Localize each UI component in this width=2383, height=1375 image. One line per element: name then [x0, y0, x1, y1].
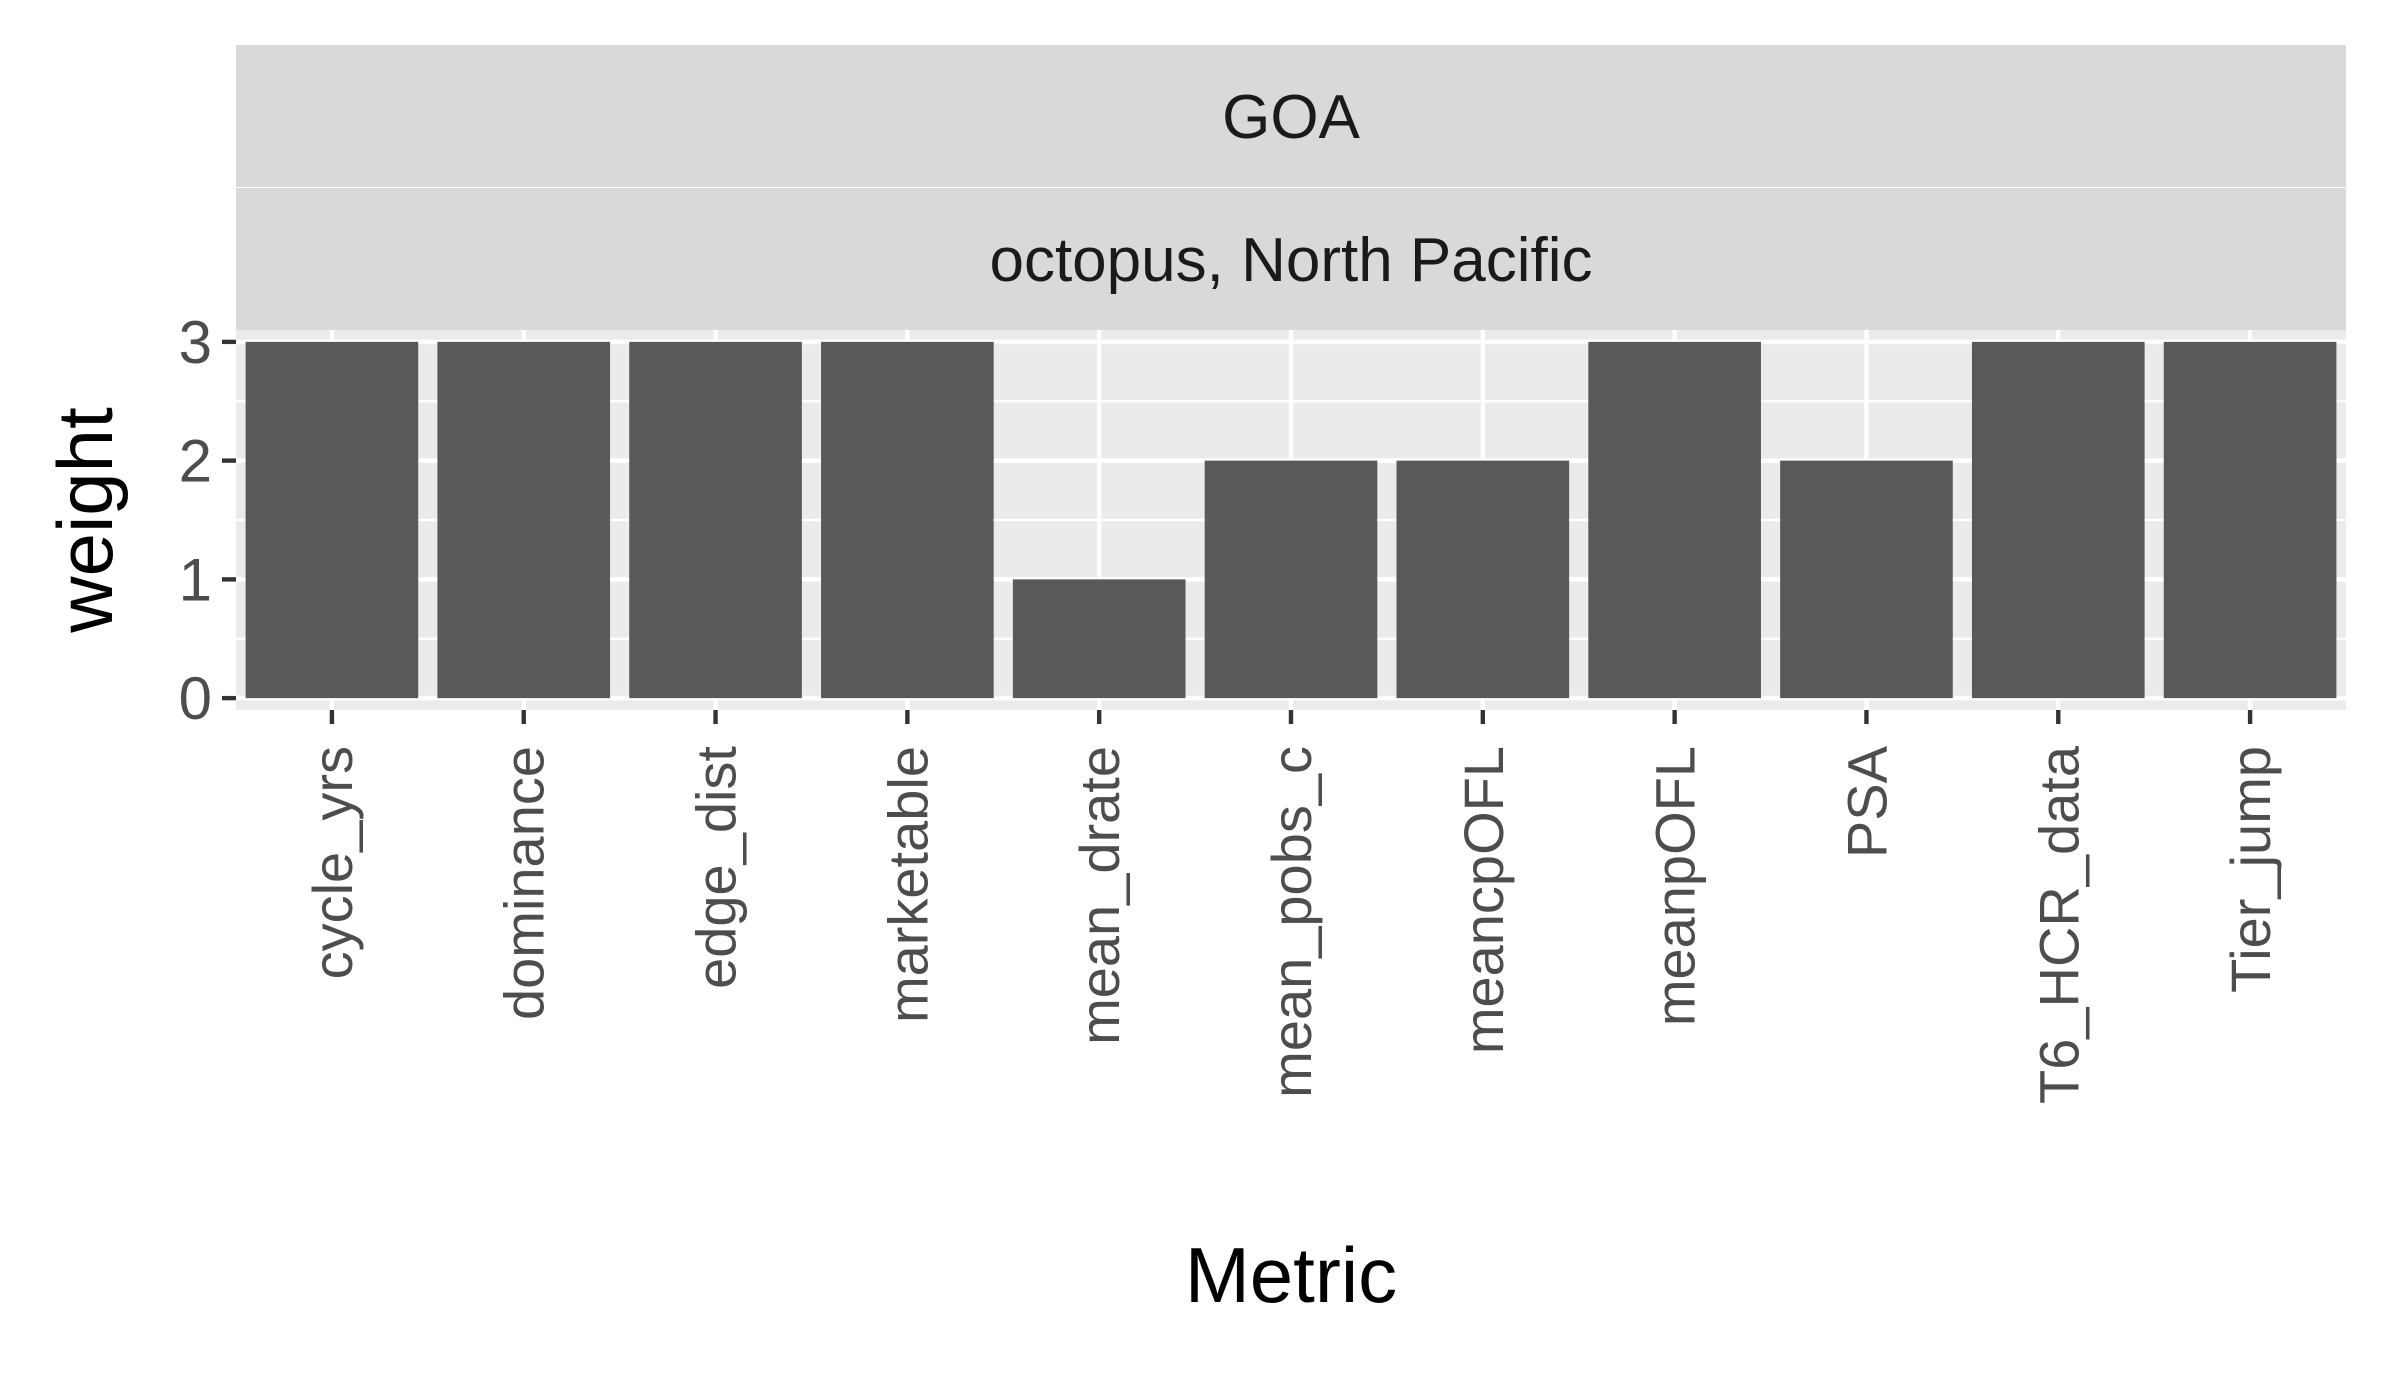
x-axis-title: Metric [1185, 1231, 1397, 1319]
bar-mean_pobs_c [1204, 460, 1378, 699]
x-tick-label: cycle_yrs [301, 746, 364, 979]
x-tick-label: marketable [876, 746, 939, 1023]
bars [245, 341, 2337, 699]
x-tick-label: Tier_jump [2219, 746, 2282, 993]
bar-edge_dist [629, 341, 802, 699]
x-tick-label: meanpOFL [1644, 746, 1707, 1026]
bar-marketable [821, 341, 994, 699]
x-tick-label: meancpOFL [1452, 746, 1515, 1054]
y-tick-label: 0 [179, 665, 212, 732]
facet-strip-label: GOA [1222, 83, 1360, 152]
y-tick-label: 1 [179, 546, 212, 613]
x-tick-label: T6_HCR_data [2027, 745, 2090, 1104]
x-tick-label: dominance [493, 746, 556, 1020]
bar-PSA [1780, 460, 1953, 699]
x-tick-label: mean_drate [1068, 746, 1131, 1045]
bar-meancpOFL [1396, 460, 1570, 699]
y-tick-label: 3 [179, 309, 212, 376]
facet-strips: GOA octopus, North Pacific [236, 45, 2346, 330]
bar-mean_drate [1012, 579, 1186, 699]
bar-meanpOFL [1588, 341, 1761, 699]
y-axis-title: weight [41, 407, 129, 634]
bar-T6_HCR_data [1971, 341, 2145, 699]
y-tick-label: 2 [179, 428, 212, 495]
bar-cycle_yrs [245, 341, 419, 699]
y-axis: 0 1 2 3 [179, 309, 236, 732]
x-tick-label: PSA [1835, 745, 1898, 858]
x-tick-label: edge_dist [685, 746, 748, 989]
x-tick-label: mean_pobs_c [1260, 746, 1323, 1098]
x-axis: cycle_yrs dominance edge_dist marketable mea… [301, 710, 2282, 1104]
facet-strip-1 [236, 188, 2346, 330]
facet-strip-label: octopus, North Pacific [989, 226, 1592, 295]
facet-strip-0 [236, 45, 2346, 187]
bar-Tier_jump [2163, 341, 2337, 699]
bar-dominance [437, 341, 611, 699]
